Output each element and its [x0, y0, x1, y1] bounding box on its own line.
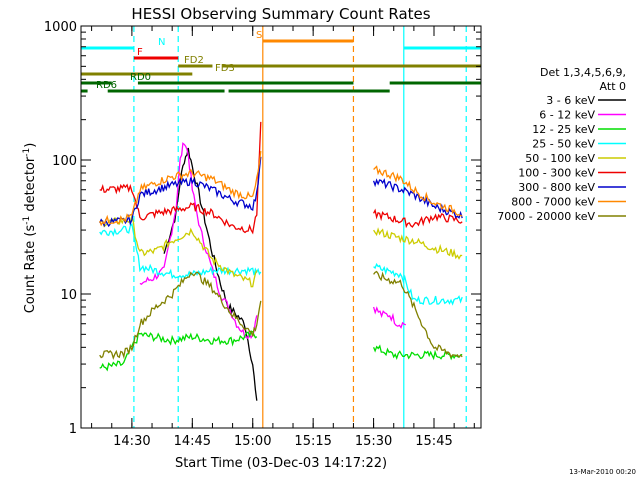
- series-3-6-kev-line-1: [163, 147, 258, 401]
- y-tick-label-1000: 1000: [44, 20, 77, 35]
- series-50-100-kev-line-2: [373, 227, 463, 260]
- y-tick-label-10: 10: [60, 288, 77, 303]
- y-axis-label-text: Count Rate (s-1 detector-1): [22, 143, 38, 314]
- series-6-12-kev-line-2: [372, 306, 406, 329]
- x-tick-label-15-00: 15:00: [234, 434, 271, 449]
- plot-frame: [80, 25, 482, 429]
- y-axis-label-sup2: -1: [22, 148, 32, 157]
- legend-label-12-25-kev: 12 - 25 keV: [532, 123, 595, 136]
- series-100-300-kev-line-2: [373, 208, 463, 229]
- series-7000-20000-kev-line-1: [99, 271, 262, 360]
- y-axis-label-main: Count Rate (s: [23, 225, 38, 314]
- flag-label-rd0: RD0: [130, 72, 151, 83]
- flag-label-rd6: RD6: [96, 80, 117, 91]
- series-25-50-kev-line-2: [373, 262, 463, 306]
- legend-header-line1: Det 1,3,4,5,6,9,: [540, 66, 626, 79]
- legend-label-3-6-kev: 3 - 6 keV: [546, 94, 595, 107]
- series-25-50-kev-line-1: [99, 222, 262, 280]
- y-tick-label-1: 1: [69, 422, 77, 437]
- y-axis-label-sup1: -1: [22, 216, 32, 225]
- x-tick-label-15-15: 15:15: [294, 434, 331, 449]
- y-axis-label: Count Rate (s-1 detector-1): [22, 143, 38, 314]
- flag-label-fd3: FD3: [215, 63, 235, 74]
- x-tick-label-14-45: 14:45: [174, 434, 211, 449]
- y-tick-label-100: 100: [52, 154, 77, 169]
- legend-label-800-7000-kev: 800 - 7000 keV: [511, 196, 595, 209]
- series-800-7000-kev-line-1: [99, 150, 262, 227]
- legend-label-7000-20000-kev: 7000 - 20000 keV: [497, 210, 595, 223]
- x-tick-label-14-30: 14:30: [113, 434, 150, 449]
- series-lines: [99, 121, 463, 401]
- flag-label-fd2: FD2: [184, 55, 204, 66]
- series-300-800-kev-line-1: [99, 156, 262, 228]
- legend-label-50-100-kev: 50 - 100 keV: [525, 152, 595, 165]
- flag-label-f: F: [137, 47, 143, 58]
- flag-bars: N S F FD2 FD3 RD0 RD6: [81, 30, 481, 93]
- series-12-25-kev-line-1: [99, 330, 258, 372]
- legend-label-100-300-kev: 100 - 300 keV: [518, 167, 595, 180]
- x-tick-label-15-30: 15:30: [355, 434, 392, 449]
- footer-date: 13-Mar-2010 00:20: [569, 468, 636, 476]
- x-tick-label-15-45: 15:45: [415, 434, 452, 449]
- y-axis-label-mid: detector: [23, 156, 38, 216]
- series-800-7000-kev-line-2: [373, 165, 463, 217]
- axes: 1 10 100 1000 14:30 14:45 15:00 15:15 15:30 15:45: [44, 20, 482, 449]
- chart-title: HESSI Observing Summary Count Rates: [131, 5, 430, 23]
- y-axis-label-end: ): [23, 143, 38, 148]
- legend: Det 1,3,4,5,6,9, Att 0 3 - 6 keV 6 - 12 k…: [497, 66, 626, 223]
- x-axis-label: Start Time (03-Dec-03 14:17:22): [175, 456, 387, 471]
- legend-label-300-800-kev: 300 - 800 keV: [518, 181, 595, 194]
- series-100-300-kev-line-1: [99, 121, 262, 235]
- legend-label-6-12-kev: 6 - 12 keV: [539, 109, 595, 122]
- flag-label-n: N: [158, 37, 165, 48]
- legend-header-line2: Att 0: [600, 80, 626, 93]
- series-300-800-kev-line-2: [372, 178, 463, 219]
- series-7000-20000-kev-line-2: [373, 270, 463, 359]
- flag-label-s: S: [256, 30, 262, 41]
- legend-label-25-50-kev: 25 - 50 keV: [532, 138, 595, 151]
